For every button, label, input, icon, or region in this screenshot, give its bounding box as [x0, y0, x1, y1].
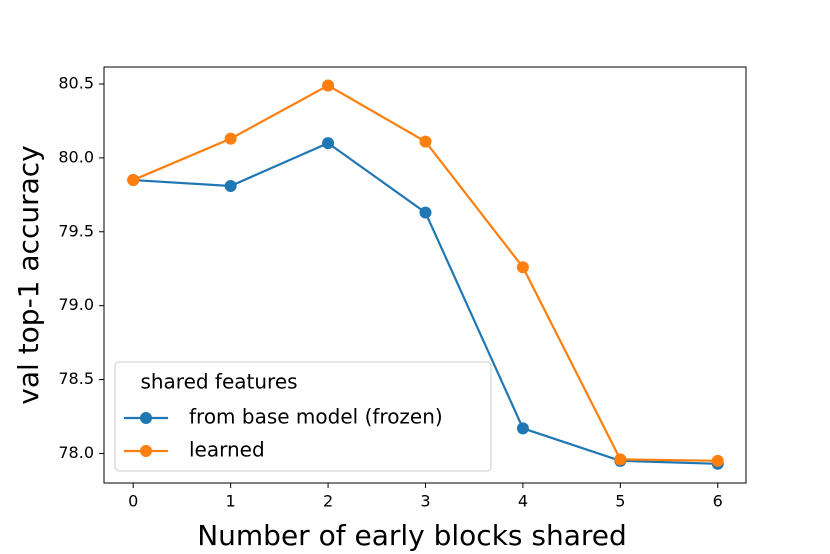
point: [419, 135, 432, 148]
point: [224, 132, 237, 145]
point: [322, 79, 335, 92]
x-tick-label: 1: [226, 492, 236, 511]
point: [614, 453, 627, 466]
y-tick-label: 79.0: [58, 295, 94, 314]
legend-title: shared features: [140, 370, 297, 394]
point: [516, 422, 529, 435]
point: [516, 261, 529, 274]
y-tick-label: 80.5: [58, 73, 94, 92]
x-tick-label: 6: [713, 492, 723, 511]
x-axis-label: Number of early blocks shared: [197, 519, 627, 552]
y-tick-label: 78.5: [58, 369, 94, 388]
legend-marker: [140, 412, 152, 424]
point: [127, 174, 140, 187]
x-tick-label: 5: [615, 492, 625, 511]
point: [711, 454, 724, 467]
point: [322, 137, 335, 150]
legend-label: from base model (frozen): [189, 405, 443, 429]
point: [224, 179, 237, 192]
legend-label: learned: [189, 438, 265, 462]
point: [419, 206, 432, 219]
y-axis-label: val top-1 accuracy: [12, 145, 45, 404]
x-tick-label: 3: [420, 492, 430, 511]
legend-marker: [140, 445, 152, 457]
y-tick-label: 79.5: [58, 221, 94, 240]
x-tick-label: 4: [518, 492, 528, 511]
y-tick-label: 78.0: [58, 443, 94, 462]
x-tick-label: 0: [128, 492, 138, 511]
x-tick-label: 2: [323, 492, 333, 511]
y-tick-label: 80.0: [58, 147, 94, 166]
legend-box: [114, 361, 492, 472]
